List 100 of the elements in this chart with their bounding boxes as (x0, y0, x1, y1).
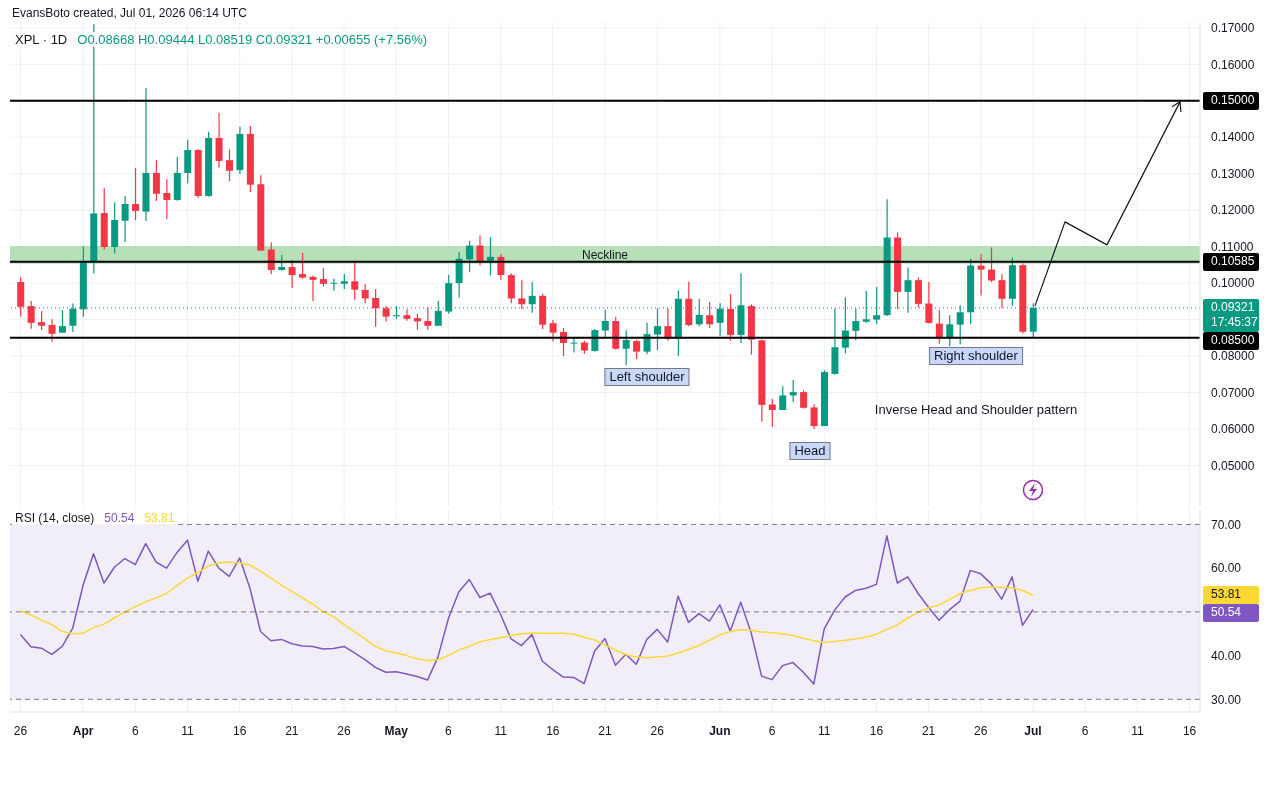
candlestick (38, 310, 46, 331)
candlestick (706, 301, 714, 329)
candlestick (319, 267, 327, 287)
text: 50.54 (1211, 605, 1242, 620)
candlestick (132, 167, 140, 221)
line-series (19, 561, 1034, 662)
y-tick-label: 0.05000 (1211, 458, 1255, 473)
candlestick (810, 403, 818, 430)
ref-line-label: 0.09321 (1211, 299, 1256, 315)
x-tick-label: 26 (974, 724, 988, 739)
x-tick-label: 16 (232, 724, 247, 739)
candlestick (466, 240, 474, 273)
candlestick (163, 178, 171, 220)
annotation: Head (789, 442, 831, 460)
candlestick (330, 278, 338, 292)
x-tick-label: 26 (13, 724, 28, 739)
candlestick (309, 274, 317, 302)
candlestick (486, 236, 494, 277)
y-tick-label: 0.10000 (1211, 276, 1255, 291)
candlestick (601, 309, 609, 339)
candlestick (998, 273, 1006, 309)
candlestick (549, 319, 557, 343)
candlestick (288, 259, 296, 289)
candlestick (215, 112, 223, 169)
annotation: Left shoulder (604, 368, 690, 386)
x-tick-label: 11 (817, 724, 831, 739)
ref-line-label: 0.15000 (1211, 92, 1256, 108)
candlestick (518, 279, 526, 310)
annotation: O0.08668 H0.09444 L0.08519 C0.09321 +0.00655 (+7.56%) (77, 32, 428, 47)
candlestick (633, 339, 641, 360)
x-tick-label: 11 (1131, 724, 1144, 739)
y-tick-label: 70.00 (1211, 517, 1242, 532)
candlestick (372, 288, 380, 328)
annotation: Inverse Head and Shoulder pattern (874, 402, 1078, 418)
candlestick (361, 283, 369, 304)
candlestick (48, 318, 56, 343)
text: EvansBoto created, Jul 01, 2026 06:14 UTC (12, 6, 247, 20)
x-tick-label: Jul (1024, 724, 1042, 739)
line-series (19, 535, 1034, 685)
candlestick (925, 281, 933, 325)
candlestick (299, 252, 307, 280)
y-tick-label: 0.12000 (1211, 203, 1255, 218)
candlestick (184, 139, 192, 184)
x-tick-label: May (384, 724, 409, 739)
candlestick (622, 329, 630, 366)
x-tick-label: 21 (285, 724, 299, 739)
candlestick (977, 253, 985, 297)
candlestick (643, 322, 651, 355)
candlestick (152, 159, 160, 202)
candlestick (570, 336, 578, 353)
x-tick-label: 16 (546, 724, 560, 739)
y-tick-label: 40.00 (1211, 648, 1242, 663)
text: 17:45:37 (1211, 314, 1259, 330)
y-tick-label: 0.14000 (1211, 130, 1255, 145)
x-tick-label: 26 (650, 724, 665, 739)
x-tick-label: 16 (869, 724, 884, 739)
candlestick (507, 272, 515, 304)
x-tick-label: 6 (1081, 724, 1089, 739)
chart-title: RSI (14, close) (15, 511, 95, 525)
x-tick-label: 6 (445, 724, 453, 739)
y-tick-label: 0.13000 (1211, 166, 1255, 181)
candlestick (351, 261, 359, 301)
y-tick-label: 30.00 (1211, 692, 1242, 707)
x-tick-label: 11 (181, 724, 194, 739)
candlestick (988, 246, 996, 283)
ref-line-label: 0.08500 (1211, 332, 1256, 348)
y-tick-label: 0.06000 (1211, 422, 1255, 437)
annotation: 53.81 (144, 511, 175, 525)
candlestick (58, 309, 66, 334)
candlestick (946, 314, 954, 347)
text: 53.81 (1211, 587, 1242, 602)
text: XPL · 1D (15, 32, 68, 47)
ref-line-label: 0.10585 (1211, 253, 1256, 269)
candlestick (914, 276, 922, 309)
candlestick (800, 389, 808, 410)
candlestick (27, 300, 35, 330)
y-tick-label: 60.00 (1211, 561, 1242, 576)
y-tick-label: 0.08000 (1211, 349, 1255, 364)
band-label: Neckline (581, 248, 629, 263)
candlestick (225, 148, 233, 182)
y-tick-label: 0.07000 (1211, 385, 1255, 400)
y-tick-label: 0.17000 (1211, 21, 1255, 36)
x-tick-label: Apr (72, 724, 94, 739)
x-tick-label: 21 (921, 724, 936, 739)
x-tick-label: 21 (598, 724, 612, 739)
y-tick-label: 0.11000 (1211, 239, 1254, 254)
annotation: 50.54 (104, 511, 135, 525)
annotation: Right shoulder (929, 347, 1023, 365)
candlestick (424, 306, 432, 331)
x-tick-label: 11 (494, 724, 508, 739)
candlestick (121, 195, 129, 243)
x-tick-label: Jun (709, 724, 731, 739)
candlestick (768, 398, 776, 428)
x-tick-label: 16 (1182, 724, 1197, 739)
candlestick (403, 308, 411, 322)
y-tick-label: 0.16000 (1211, 57, 1255, 72)
x-tick-label: 6 (131, 724, 139, 739)
candlestick (476, 234, 484, 266)
x-tick-label: 6 (768, 724, 776, 739)
x-tick-label: 26 (337, 724, 352, 739)
